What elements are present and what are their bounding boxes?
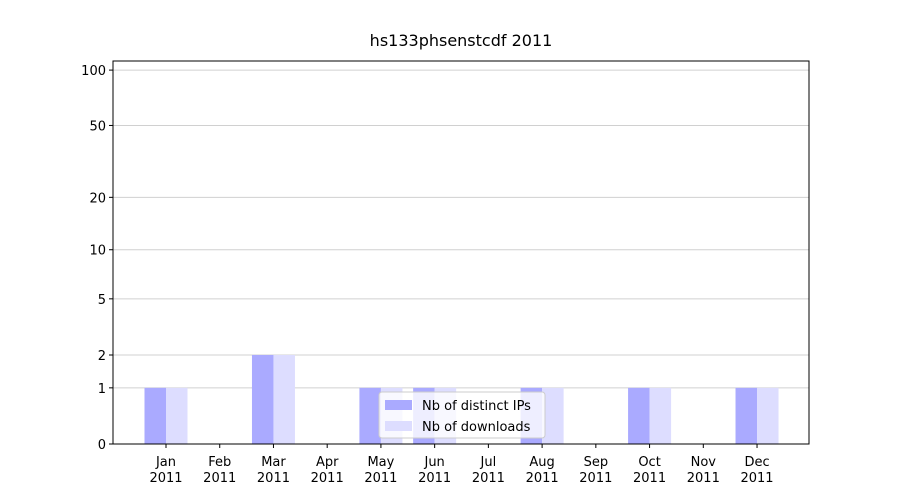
x-tick-label: Apr 2011 <box>311 455 344 486</box>
chart-title: hs133phsenstcdf 2011 <box>370 31 553 50</box>
y-tick-label: 0 <box>98 438 106 453</box>
bar <box>144 387 166 444</box>
y-tick-label: 10 <box>89 244 106 259</box>
x-tick-label: Dec 2011 <box>740 455 773 486</box>
legend-swatch <box>385 421 412 431</box>
bar <box>628 387 650 444</box>
bar <box>359 387 381 444</box>
bar <box>735 387 758 444</box>
x-tick-label: Sep 2011 <box>579 455 612 486</box>
y-tick-label: 2 <box>98 349 106 364</box>
y-tick-label: 100 <box>81 64 106 79</box>
x-tick-label: Jul 2011 <box>472 455 505 486</box>
x-tick-label: Aug 2011 <box>526 455 559 486</box>
plot-frame <box>112 60 810 445</box>
x-tick-label: Jun 2011 <box>418 455 451 486</box>
y-tick-label: 50 <box>89 119 106 134</box>
y-tick-label: 20 <box>89 191 106 206</box>
bar <box>649 387 672 444</box>
bar <box>166 387 188 444</box>
x-tick-label: Oct 2011 <box>633 455 666 486</box>
bar <box>542 387 564 444</box>
x-tick-label: May 2011 <box>364 455 397 486</box>
x-tick-label: Nov 2011 <box>687 455 720 486</box>
legend-box <box>378 391 546 439</box>
legend-label: Nb of distinct IPs <box>422 399 531 414</box>
x-tick-label: Jan 2011 <box>149 455 182 486</box>
y-tick-label: 1 <box>98 382 106 397</box>
y-tick-label: 5 <box>98 293 106 308</box>
bar <box>251 354 274 444</box>
x-tick-label: Mar 2011 <box>257 455 290 486</box>
legend-swatch <box>385 400 412 410</box>
bar <box>273 354 295 444</box>
x-tick-label: Feb 2011 <box>203 455 236 486</box>
legend-label: Nb of downloads <box>422 420 531 435</box>
bar <box>757 387 779 444</box>
